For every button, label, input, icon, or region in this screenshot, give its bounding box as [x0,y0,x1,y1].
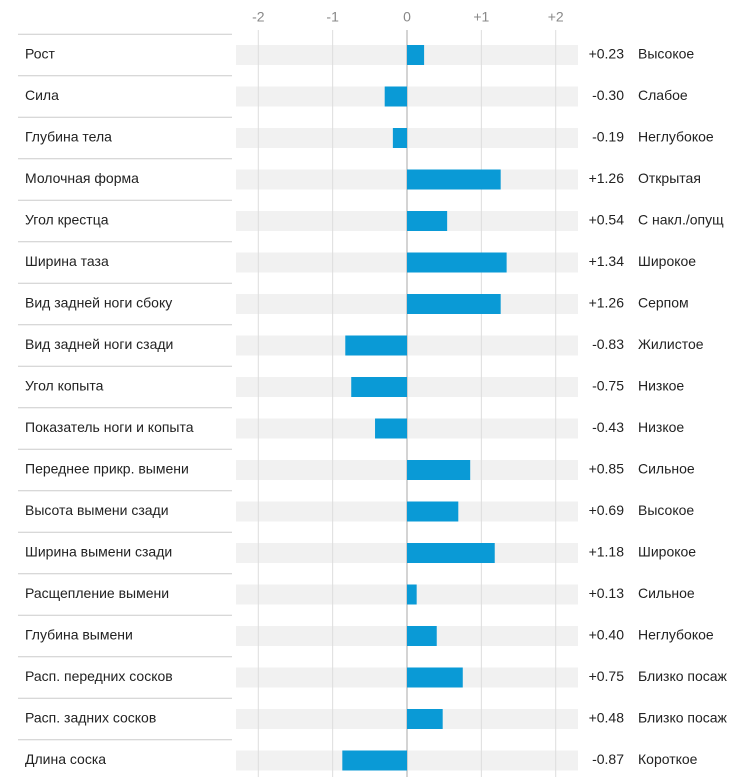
category-label: Показатель ноги и копыта [25,419,194,435]
x-tick-label: 0 [403,9,411,25]
value-label: +1.26 [589,170,625,186]
bar [407,709,443,729]
category-label: Расп. задних сосков [25,710,156,726]
value-label: +0.54 [589,212,625,228]
bar [407,45,425,65]
value-label: +0.48 [589,710,625,726]
descriptor-label: Близко посаж [638,668,728,684]
value-label: +1.26 [589,295,625,311]
value-label: -0.43 [592,419,624,435]
descriptor-label: Близко посаж [638,710,728,726]
value-label: -0.83 [592,336,624,352]
value-label: +0.69 [589,502,625,518]
category-label: Длина соска [25,751,106,767]
bar [407,543,495,563]
value-label: -0.30 [592,87,624,103]
descriptor-label: Открытая [638,170,701,186]
category-label: Сила [25,87,59,103]
value-label: +0.13 [589,585,625,601]
bar [407,211,448,231]
category-label: Рост [25,46,56,62]
descriptor-label: Серпом [638,295,689,311]
x-tick-label: +1 [473,9,489,25]
category-label: Расщепление вымени [25,585,169,601]
bar [375,418,407,439]
category-label: Угол копыта [25,378,104,394]
category-label: Ширина вымени сзади [25,544,172,560]
descriptor-label: Широкое [638,544,696,560]
descriptor-label: Неглубокое [638,129,714,145]
descriptor-label: Сильное [638,461,695,477]
category-label: Расп. передних сосков [25,668,173,684]
bar [407,501,459,522]
descriptor-label: Низкое [638,378,684,394]
bar [407,294,501,314]
value-label: +0.23 [589,46,625,62]
category-label: Переднее прикр. вымени [25,461,189,477]
bar [407,460,471,480]
category-label: Глубина вымени [25,627,133,643]
descriptor-label: С накл./опущ [638,212,724,228]
bar [407,584,417,605]
value-label: +0.85 [589,461,625,477]
x-tick-label: -1 [326,9,339,25]
bar [407,252,507,273]
category-label: Молочная форма [25,170,139,186]
bar [407,169,501,190]
category-label: Угол крестца [25,212,109,228]
category-label: Ширина таза [25,253,109,269]
value-label: +1.34 [589,253,625,269]
bar [342,750,407,771]
descriptor-label: Неглубокое [638,627,714,643]
x-tick-label: +2 [548,9,564,25]
value-label: +0.40 [589,627,625,643]
x-tick-label: -2 [252,9,265,25]
value-label: +1.18 [589,544,625,560]
descriptor-label: Жилистое [638,336,704,352]
descriptor-label: Слабое [638,87,688,103]
value-label: -0.75 [592,378,624,394]
descriptor-label: Высокое [638,46,694,62]
bar [407,667,463,688]
category-label: Высота вымени сзади [25,502,169,518]
descriptor-label: Широкое [638,253,696,269]
bar [384,86,407,107]
descriptor-label: Короткое [638,751,698,767]
value-label: -0.87 [592,751,624,767]
category-label: Вид задней ноги сзади [25,336,173,352]
bar [351,377,407,397]
value-label: -0.19 [592,129,624,145]
descriptor-label: Низкое [638,419,684,435]
bar [392,128,407,148]
bar [407,626,437,646]
category-label: Глубина тела [25,129,112,145]
descriptor-label: Высокое [638,502,694,518]
category-label: Вид задней ноги сбоку [25,295,172,311]
value-label: +0.75 [589,668,625,684]
bar [345,335,407,356]
descriptor-label: Сильное [638,585,695,601]
